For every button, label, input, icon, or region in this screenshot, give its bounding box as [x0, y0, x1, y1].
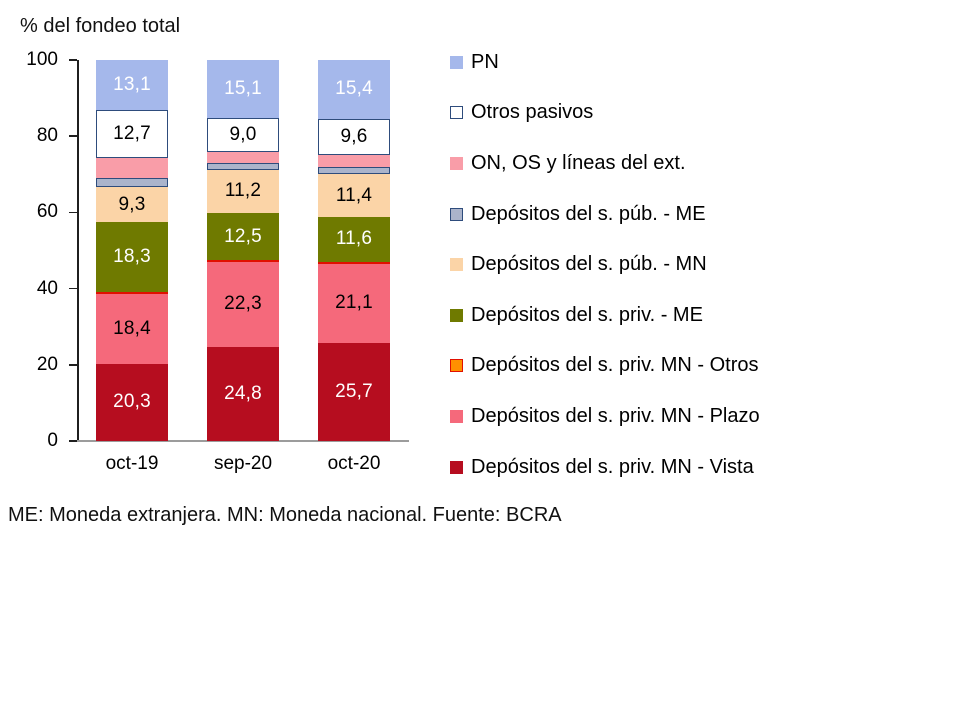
chart-legend: PN Otros pasivos ON, OS y líneas del ext. D… — [450, 37, 760, 492]
legend-swatch — [450, 308, 463, 322]
bar-value-label: 15,4 — [335, 78, 373, 100]
bar-segment — [96, 178, 168, 187]
legend-item: Depósitos del s. priv. MN - Otros — [450, 341, 760, 392]
legend-swatch — [450, 55, 463, 69]
bar-value-label: 9,6 — [340, 125, 368, 147]
bar-segment — [207, 260, 279, 263]
bar-segment — [96, 158, 168, 179]
bar-segment — [96, 292, 168, 295]
bar-value-label: 22,3 — [224, 293, 262, 315]
bar-segment: 12,7 — [96, 109, 168, 159]
bar-segment: 25,7 — [318, 343, 390, 441]
chart-title: % del fondeo total — [20, 15, 181, 37]
bar-segment: 11,2 — [207, 170, 279, 213]
legend-swatch — [450, 106, 463, 120]
bar-value-label: 9,0 — [229, 123, 257, 145]
bar-segment: 24,8 — [207, 346, 279, 441]
bar-segment: 18,4 — [96, 293, 168, 364]
legend-swatch — [450, 156, 463, 170]
y-tick-label: 60 — [36, 201, 58, 223]
legend-item: Depósitos del s. priv. MN - Vista — [450, 442, 760, 493]
bar-segment: 18,3 — [96, 222, 168, 293]
y-tick-label: 0 — [47, 430, 58, 451]
y-tick-mark — [69, 59, 77, 61]
legend-label: Depósitos del s. púb. - MN — [471, 253, 707, 276]
legend-item: ON, OS y líneas del ext. — [450, 138, 760, 189]
legend-label: Depósitos del s. priv. MN - Plazo — [471, 404, 760, 427]
footnote: ME: Moneda extranjera. MN: Moneda nacion… — [8, 504, 562, 526]
y-tick-mark — [69, 211, 77, 214]
legend-item: Depósitos del s. púb. - MN — [450, 239, 760, 290]
legend-label: Otros pasivos — [471, 101, 594, 124]
bar-segment: 15,4 — [318, 60, 390, 119]
bar-segment: 12,5 — [207, 212, 279, 261]
bar-value-label: 11,2 — [224, 180, 262, 202]
bar-value-label: 12,7 — [113, 123, 151, 145]
y-tick-mark — [69, 135, 77, 137]
y-tick-label: 100 — [26, 49, 58, 70]
bar-value-label: 11,6 — [335, 228, 373, 250]
bar-value-label: 12,5 — [224, 225, 262, 247]
legend-swatch — [450, 258, 463, 272]
legend-item: Depósitos del s. priv. MN - Plazo — [450, 391, 760, 442]
bar-value-label: 21,1 — [335, 291, 373, 313]
legend-swatch — [450, 207, 463, 221]
bar-value-label: 11,4 — [335, 184, 373, 206]
bar-segment: 11,6 — [318, 217, 390, 262]
bar-segment: 15,1 — [207, 60, 279, 118]
bar-segment: 9,3 — [96, 186, 168, 223]
bar-value-label: 13,1 — [113, 73, 151, 95]
legend-label: ON, OS y líneas del ext. — [471, 151, 686, 174]
legend-label: Depósitos del s. púb. - ME — [471, 202, 706, 225]
legend-label: Depósitos del s. priv. MN - Otros — [471, 354, 759, 377]
bar-segment: 13,1 — [96, 60, 168, 110]
bar-segment: 9,0 — [207, 117, 279, 152]
bar-segment — [318, 261, 390, 264]
x-axis-category-label: oct-19 — [105, 453, 159, 474]
legend-label: PN — [471, 50, 499, 73]
legend-swatch — [450, 359, 463, 373]
legend-label: Depósitos del s. priv. - ME — [471, 303, 703, 326]
bar-value-label: 20,3 — [113, 391, 151, 413]
legend-swatch — [450, 460, 463, 474]
y-axis-line — [77, 60, 79, 441]
y-tick-mark — [69, 287, 77, 290]
bar-value-label: 9,3 — [118, 193, 146, 215]
legend-item: Otros pasivos — [450, 88, 760, 139]
bar-value-label: 18,3 — [113, 246, 151, 268]
bar-value-label: 15,1 — [224, 77, 262, 99]
legend-item: Depósitos del s. priv. - ME — [450, 290, 760, 341]
bar-value-label: 18,4 — [113, 317, 151, 339]
bar-value-label: 25,7 — [335, 381, 373, 403]
legend-item: Depósitos del s. púb. - ME — [450, 189, 760, 240]
bar-segment — [318, 155, 390, 168]
x-axis-category-label: oct-20 — [327, 453, 381, 474]
bar-segment — [318, 167, 390, 174]
x-axis-category-label: sep-20 — [213, 453, 273, 474]
y-tick-label: 80 — [36, 125, 58, 147]
legend-label: Depósitos del s. priv. MN - Vista — [471, 455, 754, 478]
bar-segment: 22,3 — [207, 261, 279, 347]
y-tick-label: 40 — [36, 277, 58, 299]
bar-segment: 9,6 — [318, 118, 390, 156]
bar-segment — [207, 151, 279, 164]
legend-swatch — [450, 409, 463, 423]
legend-item: PN — [450, 37, 760, 88]
y-tick-mark — [69, 440, 77, 442]
y-tick-label: 20 — [36, 353, 58, 375]
bar-value-label: 24,8 — [224, 382, 262, 404]
bar-segment — [207, 163, 279, 171]
bar-segment: 21,1 — [318, 262, 390, 344]
bar-segment: 20,3 — [96, 363, 168, 441]
y-tick-mark — [69, 364, 77, 366]
bar-segment: 11,4 — [318, 173, 390, 218]
